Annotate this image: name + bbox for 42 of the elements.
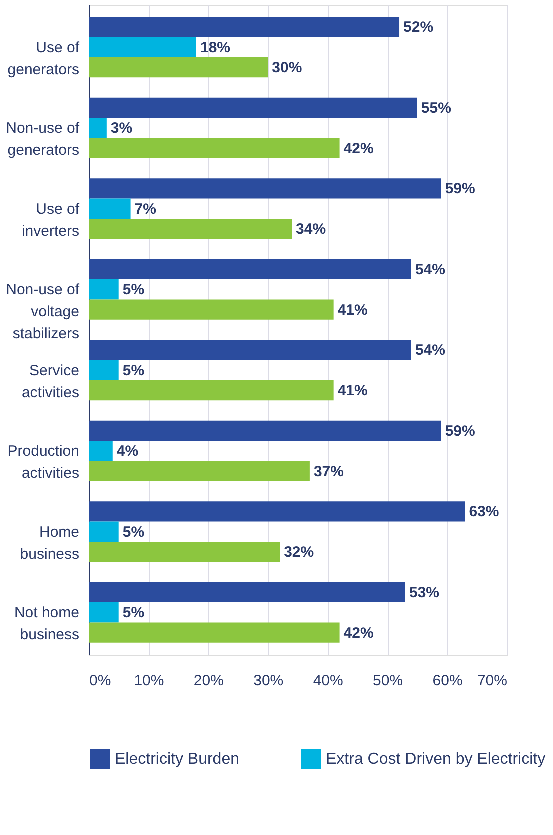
data-label: 42% <box>344 624 374 642</box>
data-label: 59% <box>445 422 476 440</box>
data-label: 63% <box>469 504 500 521</box>
x-tick-label: 30% <box>254 672 284 690</box>
x-tick-label: 20% <box>194 672 224 690</box>
x-tick-label: 40% <box>313 672 344 690</box>
data-label: 53% <box>409 584 440 602</box>
data-label: 42% <box>344 140 374 158</box>
data-label: 59% <box>445 180 476 198</box>
data-label: 32% <box>284 544 314 562</box>
legend-label: Extra Cost Driven by Electricity <box>326 751 546 768</box>
data-label: 5% <box>122 604 145 622</box>
y-tick-label: Use of generators <box>8 39 80 78</box>
x-tick-label: 0% <box>90 672 112 690</box>
x-tick-label: 60% <box>432 672 463 690</box>
data-label: 18% <box>200 39 231 56</box>
data-label: 3% <box>110 120 133 138</box>
data-label: 5% <box>122 362 145 380</box>
data-label: 7% <box>134 200 156 218</box>
y-tick-label: Production activities <box>8 443 80 482</box>
legend-label: Electricity Burden <box>115 751 240 768</box>
data-label: 54% <box>415 261 446 278</box>
data-label: 55% <box>421 100 452 117</box>
data-label: 4% <box>116 443 139 460</box>
data-label: 52% <box>404 19 434 36</box>
y-tick-label: Use of inverters <box>22 200 80 240</box>
y-tick-label: Non-use of voltage stabilizers <box>6 282 80 343</box>
data-label: 5% <box>122 524 145 541</box>
y-tick-label: Not home business <box>14 604 80 644</box>
data-label: 30% <box>272 60 302 77</box>
data-label: 54% <box>415 342 446 360</box>
y-tick-label: Home business <box>20 524 80 563</box>
y-tick-label: Service activities <box>22 362 80 402</box>
x-tick-label: 70% <box>477 672 508 690</box>
data-label: 37% <box>314 463 344 480</box>
data-label: 5% <box>122 282 145 299</box>
y-tick-label: Non-use of generators <box>6 120 80 160</box>
data-label: 34% <box>296 221 326 238</box>
x-tick-label: 50% <box>373 672 404 690</box>
data-label: 41% <box>338 302 368 319</box>
data-label: 41% <box>338 382 368 400</box>
x-tick-label: 10% <box>134 672 164 690</box>
